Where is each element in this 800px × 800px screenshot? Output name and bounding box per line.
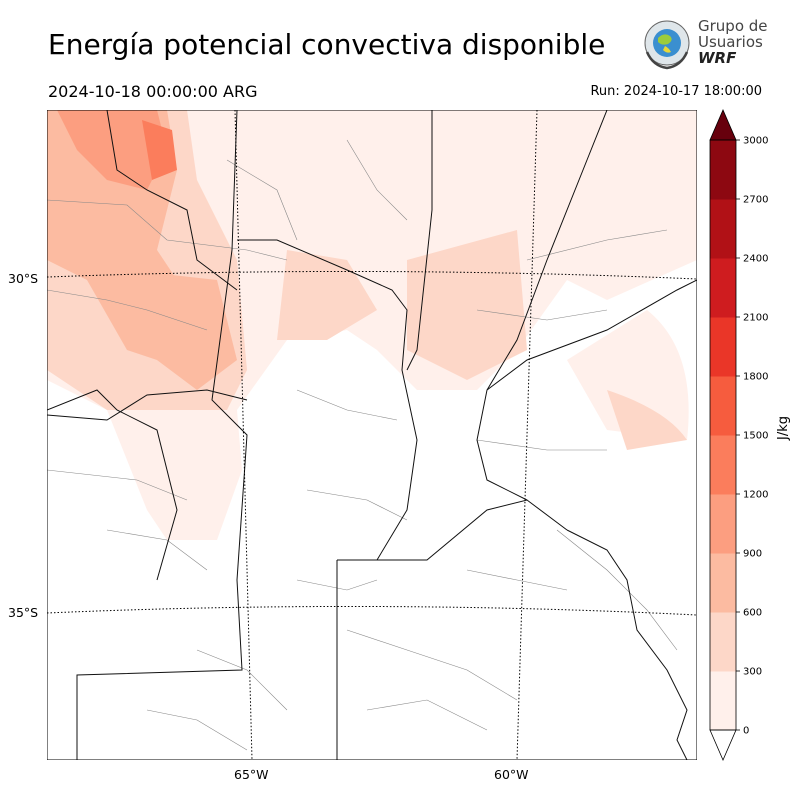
cape-field-strong: [57, 110, 177, 190]
colorbar-tick-label: 0: [743, 726, 749, 737]
colorbar-tick-label: 3000: [743, 136, 768, 147]
logo-line1: Grupo de: [698, 17, 768, 35]
colorbar-segment: [710, 376, 736, 436]
colorbar-segment: [710, 317, 736, 377]
colorbar-segment: [710, 199, 736, 259]
colorbar-tick-label: 600: [743, 608, 762, 619]
colorbar-segment: [710, 494, 736, 554]
colorbar-extend-min: [709, 729, 737, 762]
colorbar-segment: [710, 140, 736, 200]
lon-label-60w: 60°W: [494, 767, 529, 782]
lat-label-35s: 35°S: [8, 605, 39, 620]
run-time: Run: 2024-10-17 18:00:00: [590, 84, 762, 99]
logo-line3: WRF: [698, 49, 737, 67]
colorbar-tick-label: 2400: [743, 254, 768, 265]
colorbar-tick-label: 900: [743, 549, 762, 560]
colorbar-extend-max: [709, 108, 737, 141]
wrf-users-logo: Grupo de Usuarios WRF: [638, 16, 768, 72]
colorbar-tick-label: 1500: [743, 431, 768, 442]
coastline: [566, 529, 688, 760]
colorbar-segment: [710, 553, 736, 613]
colorbar-tick-label: 1200: [743, 490, 768, 501]
colorbar-segment: [710, 612, 736, 672]
colorbar-tick-label: 300: [743, 667, 762, 678]
admin-boundaries: [47, 139, 678, 751]
colorbar-segment: [710, 671, 736, 731]
colorbar-tick-label: 2700: [743, 195, 768, 206]
colorbar: 0 300 600 900 1200 1500 1800 2100 2400 2700 3000: [709, 108, 768, 762]
map-title: Energía potencial convectiva disponible: [48, 28, 606, 61]
colorbar-segment: [710, 258, 736, 318]
colorbar-segment: [710, 435, 736, 495]
colorbar-unit-label: J/kg: [776, 416, 791, 440]
cape-map: [47, 110, 697, 760]
colorbar-tick-label: 1800: [743, 372, 768, 383]
lon-label-65w: 65°W: [234, 767, 269, 782]
globe-laurel-icon: [644, 20, 690, 70]
lat-label-30s: 30°S: [8, 271, 39, 286]
valid-time: 2024-10-18 00:00:00 ARG: [48, 82, 258, 101]
graticule: [47, 110, 697, 760]
colorbar-tick-label: 2100: [743, 313, 768, 324]
logo-line2: Usuarios: [698, 33, 763, 51]
province-boundaries: [47, 110, 697, 760]
